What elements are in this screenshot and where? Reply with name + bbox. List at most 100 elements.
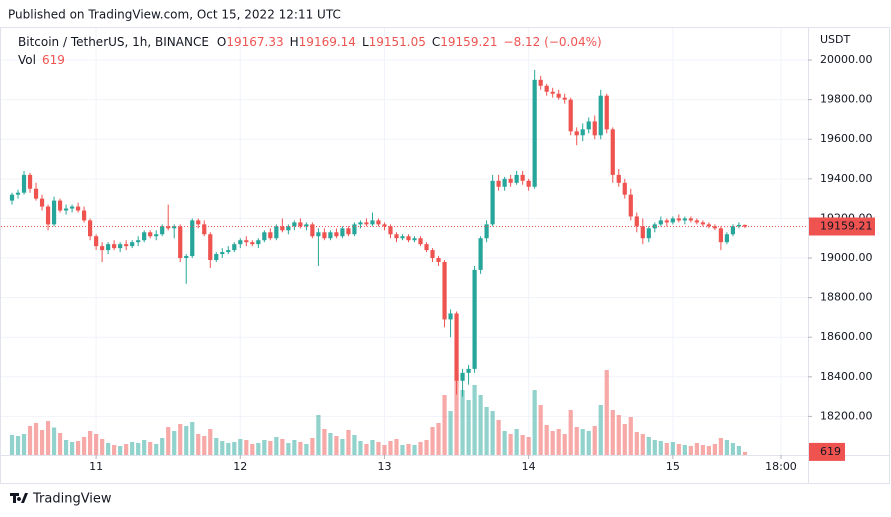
volume-bar [160, 438, 165, 455]
candle-body [586, 121, 591, 130]
volume-bar [730, 443, 736, 455]
candle-body [39, 198, 45, 207]
ohlc-value: 19159.21 [440, 35, 497, 49]
y-tick-label: 18800.00 [820, 291, 873, 304]
last-price-label: 19159.21 [820, 220, 873, 233]
volume-bar [376, 442, 381, 455]
volume-bar [172, 431, 177, 455]
volume-bar [502, 431, 507, 455]
candle-body [202, 224, 207, 235]
candle-body [118, 244, 123, 249]
candle-body [382, 224, 387, 227]
candle-body [622, 182, 627, 195]
volume-bar [15, 436, 21, 455]
candle-body [370, 220, 375, 225]
volume-bar [712, 444, 717, 455]
x-tick-label: 11 [89, 460, 103, 473]
candle-body [526, 180, 531, 187]
volume-bar [478, 395, 483, 455]
candle-body [358, 222, 363, 225]
candle-body [592, 121, 597, 136]
candle-body [142, 232, 147, 241]
x-tick-label: 12 [233, 460, 247, 473]
volume-bar [736, 446, 742, 455]
candle-body [640, 226, 645, 239]
candle-body [436, 258, 441, 262]
candle-body [63, 208, 69, 211]
change: −8.12 (−0.04%) [504, 35, 602, 49]
last-volume-label: 619 [820, 445, 841, 458]
ohlc-label: C [432, 35, 440, 49]
candle-body [136, 240, 141, 243]
candle-body [400, 236, 405, 239]
volume-bar [238, 439, 243, 455]
volume-bar [676, 444, 681, 455]
volume-bar [142, 440, 147, 455]
y-tick-label: 18200.00 [820, 409, 873, 422]
candle-body [520, 174, 525, 181]
candle-body [652, 224, 657, 229]
volume-value: 619 [42, 53, 65, 67]
y-tick-label: 19800.00 [820, 93, 873, 106]
ohlc-label: L [362, 35, 369, 49]
volume-bar [436, 423, 441, 455]
candle-body [646, 228, 651, 239]
volume-bar [496, 420, 501, 455]
axes: 18200.00 18400.00 18600.00 18800.00 19000.00… [1, 53, 875, 473]
candle-body [736, 224, 742, 227]
candle-body [286, 226, 291, 231]
volume-bar [616, 415, 621, 455]
volume-bar [622, 424, 627, 455]
volume-bar [292, 440, 297, 455]
volume-bar [526, 437, 531, 455]
volume-bar [430, 427, 435, 455]
candle-body [496, 180, 501, 187]
volume-bar [652, 440, 657, 455]
candle-body [69, 206, 75, 209]
volume-bar [388, 441, 393, 455]
ohlc-value: 19169.14 [299, 35, 356, 49]
volume-bar [124, 444, 129, 455]
volume-bar [178, 424, 183, 455]
volume-bar [406, 444, 411, 455]
candle-body [57, 200, 63, 211]
volume-bar [490, 411, 495, 455]
volume-bar [184, 426, 189, 455]
volume-bar [322, 429, 327, 455]
candle-body [100, 246, 105, 251]
volume-bar [472, 385, 477, 455]
volume-bar [514, 429, 519, 455]
last-price-box [809, 217, 875, 236]
candle-body [538, 79, 543, 86]
candle-body [184, 256, 189, 259]
candle-body [304, 224, 309, 227]
volume-bar [346, 430, 351, 455]
candle-body [742, 224, 748, 227]
candle-body [106, 244, 111, 251]
volume-bar [640, 434, 645, 455]
candle-body [238, 240, 243, 245]
volume-bar [448, 411, 453, 455]
candle-body [610, 129, 615, 175]
volume-bar [154, 444, 159, 455]
candle-body [658, 220, 663, 225]
candle-body [598, 95, 603, 136]
candle-body [328, 232, 333, 239]
ohlc-label: O [217, 35, 226, 49]
grid [1, 28, 808, 455]
candle-body [688, 218, 693, 221]
volume-bar [196, 434, 201, 455]
y-tick-label: 20000.00 [820, 53, 873, 66]
volume-bar [586, 431, 591, 455]
candle-body [424, 244, 429, 251]
volume-bar [610, 410, 615, 455]
symbol: Bitcoin / TetherUS, 1h, BINANCE [18, 35, 209, 49]
candle-body [9, 194, 15, 201]
volume-bar [442, 395, 447, 455]
candle-body [628, 194, 633, 217]
volume-bar [628, 417, 633, 455]
volume-bar [568, 410, 573, 455]
volume-bar [130, 442, 135, 455]
